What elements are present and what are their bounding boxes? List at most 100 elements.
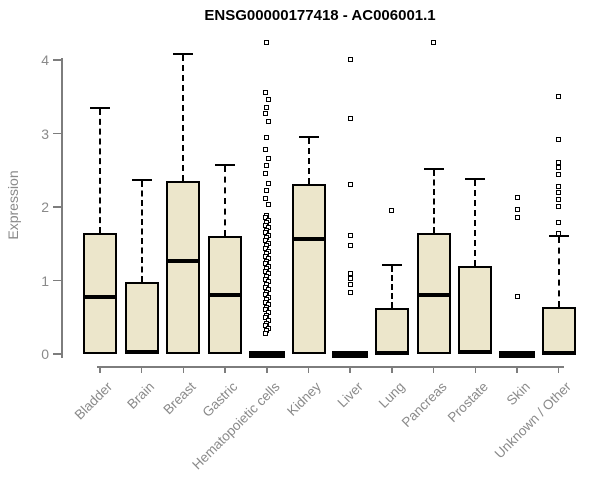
outlier-point (262, 195, 268, 201)
x-tick (349, 366, 351, 373)
box-hematopoietic-cells (248, 351, 285, 358)
median-kidney (291, 237, 326, 242)
x-tick (557, 366, 560, 373)
median-breast (166, 258, 201, 263)
y-tick (53, 206, 62, 208)
whisker-cap-prostate (465, 177, 486, 180)
outlier-point (264, 104, 270, 110)
whisker-cap-gastric (215, 163, 236, 166)
outlier-point (514, 207, 520, 213)
outlier-point (556, 189, 562, 195)
whisker-gastric (224, 165, 227, 236)
outlier-point (347, 233, 353, 239)
outlier-point (262, 307, 268, 313)
y-axis-line (61, 58, 63, 358)
x-tick-label-kidney: Kidney (284, 379, 325, 419)
whisker-pancreas (432, 170, 435, 234)
outlier-point (262, 330, 268, 336)
x-tick (182, 366, 185, 373)
whisker-cap-brain (131, 179, 152, 182)
chart-title: ENSG00000177418 - AC006001.1 (204, 7, 436, 24)
x-axis-line (97, 366, 564, 368)
outlier-point (556, 94, 562, 100)
whisker-breast (182, 54, 185, 182)
outlier-point (514, 294, 520, 300)
outlier-point (347, 56, 353, 62)
outlier-point (262, 245, 268, 251)
outlier-point (556, 172, 562, 178)
outlier-point (347, 242, 353, 248)
x-tick-label-gastric: Gastric (199, 379, 241, 420)
y-tick-label: 0 (41, 346, 49, 362)
outlier-point (431, 39, 437, 45)
box-unknown-other (541, 306, 576, 354)
outlier-point (265, 97, 271, 103)
outlier-point (347, 290, 353, 296)
whisker-kidney (307, 138, 310, 185)
whisker-prostate (474, 179, 477, 266)
y-tick-label: 2 (41, 199, 49, 215)
x-tick (432, 366, 435, 373)
x-tick-label-liver: Liver (334, 379, 366, 411)
x-tick (516, 366, 518, 373)
outlier-point (264, 135, 270, 141)
outlier-point (264, 163, 270, 169)
outlier-point (347, 275, 353, 281)
y-tick-label: 3 (41, 125, 49, 142)
box-bladder (83, 232, 117, 354)
whisker-cap-bladder (90, 107, 110, 110)
y-tick (53, 132, 62, 135)
outlier-point (265, 155, 271, 161)
x-tick-label-prostate: Prostate (444, 379, 491, 426)
outlier-point (556, 219, 562, 225)
box-breast (166, 181, 201, 354)
x-tick-label-unknown-other: Unknown / Other (492, 379, 575, 462)
outlier-point (265, 201, 271, 207)
outlier-point (556, 230, 562, 236)
outlier-point (262, 170, 268, 176)
outlier-point (264, 39, 270, 45)
median-bladder (83, 294, 117, 299)
median-unknown-other (541, 350, 576, 355)
x-tick-label-bladder: Bladder (72, 379, 116, 423)
x-tick (391, 366, 393, 373)
y-tick-label: 1 (41, 272, 49, 289)
y-tick-label: 4 (41, 52, 49, 68)
x-tick-label-lung: Lung (375, 379, 408, 411)
outlier-point (347, 115, 353, 121)
x-tick-label-breast: Breast (160, 379, 200, 418)
whisker-cap-pancreas (423, 168, 444, 171)
whisker-lung (390, 265, 393, 308)
outlier-point (262, 261, 268, 267)
outlier-point (514, 194, 520, 200)
y-tick (53, 279, 62, 282)
outlier-point (556, 183, 562, 189)
outlier-point (262, 147, 268, 153)
box-skin (499, 351, 535, 358)
outlier-point (262, 214, 268, 220)
outlier-point (262, 291, 268, 297)
whisker-cap-breast (173, 52, 194, 55)
box-brain (124, 281, 159, 354)
median-prostate (458, 349, 493, 354)
whisker-bladder (99, 109, 101, 233)
box-prostate (458, 265, 493, 354)
box-lung (374, 307, 409, 354)
median-lung (374, 350, 409, 355)
y-tick (53, 59, 62, 61)
outlier-point (514, 214, 520, 220)
whisker-cap-kidney (298, 136, 319, 139)
whisker-cap-lung (381, 263, 402, 266)
outlier-point (556, 164, 562, 170)
outlier-point (262, 89, 268, 95)
x-tick-label-pancreas: Pancreas (398, 379, 450, 430)
x-tick (140, 366, 143, 373)
outlier-point (265, 118, 271, 124)
x-tick (307, 366, 310, 373)
whisker-unknown-other (557, 236, 560, 307)
median-gastric (208, 293, 243, 298)
outlier-point (265, 180, 271, 186)
outlier-point (262, 276, 268, 282)
